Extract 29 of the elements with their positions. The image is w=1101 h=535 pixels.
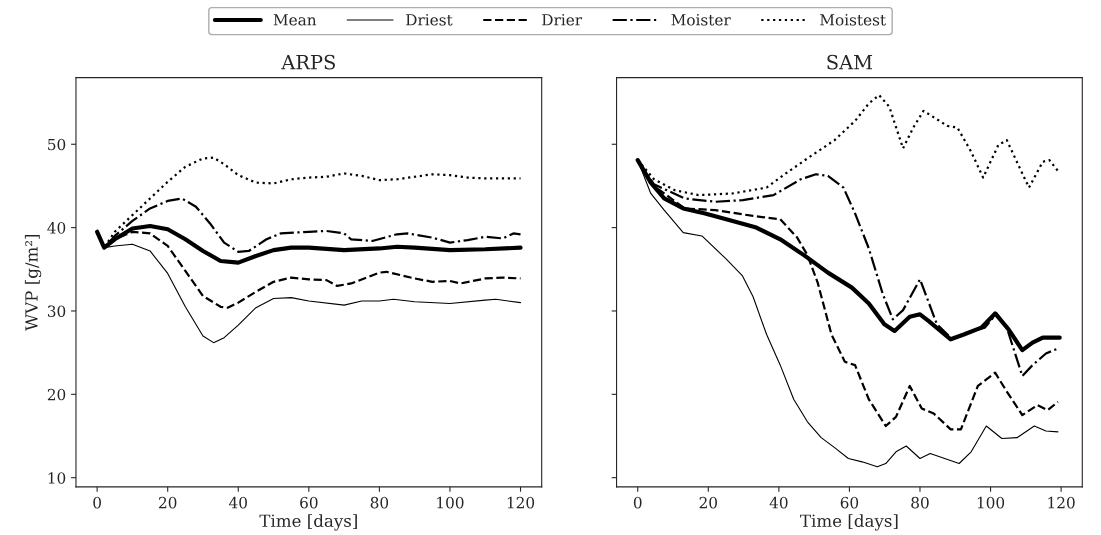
x-axis-title: Time [days] <box>800 514 898 531</box>
legend-label: Moister <box>671 14 731 26</box>
x-tick-label: 100 <box>977 496 1005 509</box>
legend-label: Drier <box>542 14 583 26</box>
x-tick-label: 0 <box>93 496 101 509</box>
x-tick-label: 100 <box>437 496 464 509</box>
chart-title: ARPS <box>281 54 335 70</box>
x-tick-label: 120 <box>1048 496 1075 509</box>
x-tick-label: 120 <box>507 496 535 509</box>
y-axis-title: WVP [g/m²] <box>24 234 42 331</box>
x-axis-title: Time [days] <box>259 514 357 531</box>
x-tick-label: 80 <box>370 496 389 509</box>
x-tick-label: 40 <box>229 496 247 509</box>
y-tick-label: 20 <box>47 388 66 401</box>
legend-label: Moistest <box>820 14 886 26</box>
x-tick-label: 20 <box>159 496 177 509</box>
y-tick-label: 50 <box>48 138 66 151</box>
legend-label: Mean <box>273 14 317 26</box>
x-tick-label: 80 <box>911 496 929 509</box>
y-tick-label: 10 <box>48 472 66 484</box>
x-tick-label: 60 <box>840 496 859 509</box>
y-tick-label: 40 <box>47 222 66 234</box>
legend-label: Driest <box>406 14 453 26</box>
x-tick-label: 20 <box>699 496 717 509</box>
y-tick-label: 30 <box>47 305 66 317</box>
x-tick-label: 40 <box>769 496 788 509</box>
x-tick-label: 0 <box>633 496 642 509</box>
x-tick-label: 60 <box>300 496 318 509</box>
chart-title: SAM <box>827 54 873 70</box>
